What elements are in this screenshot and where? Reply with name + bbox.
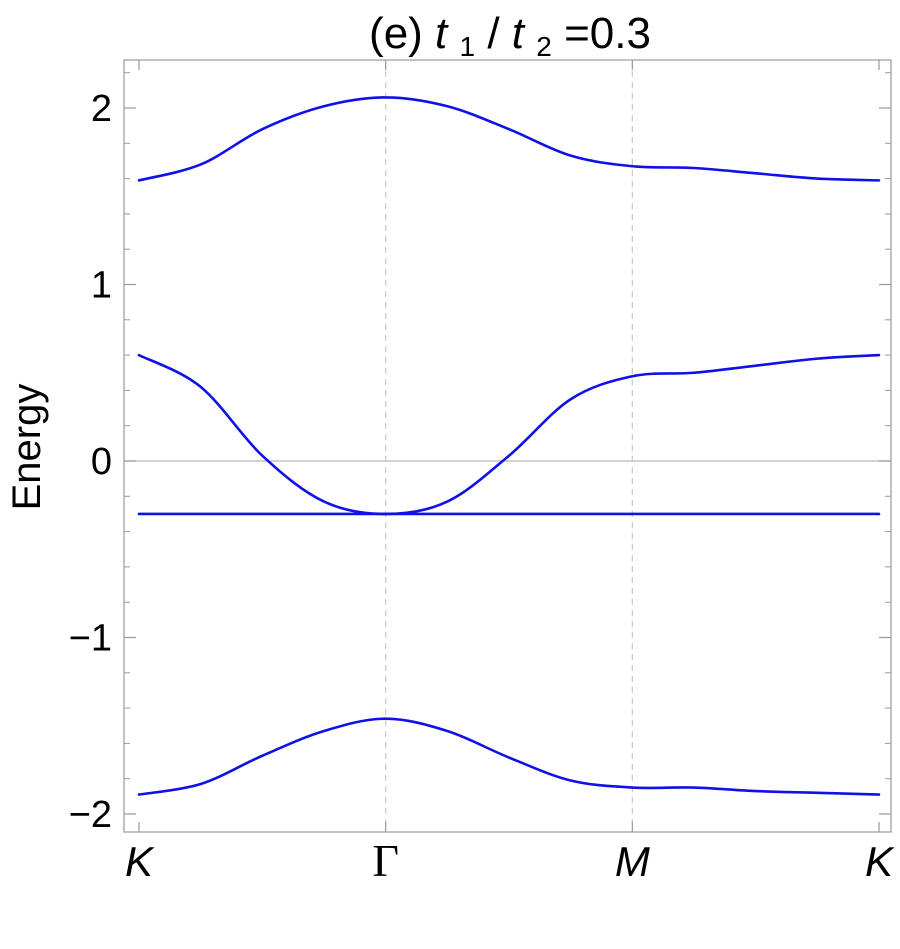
- x-tick-label: M: [615, 838, 650, 885]
- title-prefix: (e): [369, 9, 435, 58]
- tick-layer: [124, 60, 891, 832]
- band-line-4: [137, 717, 881, 796]
- x-tick-label: K: [125, 838, 155, 885]
- title-suffix: =0.3: [564, 9, 651, 58]
- tick-label-layer: −2 −1 0 1 2 K Γ M K: [69, 88, 895, 886]
- plot-frame: [123, 59, 892, 833]
- title-slash: /: [487, 9, 500, 58]
- title-sub2: 2: [536, 31, 552, 62]
- y-tick-label: −1: [69, 618, 112, 660]
- grid-layer: [124, 60, 891, 832]
- band-line-1: [137, 96, 881, 182]
- y-tick-label: 0: [91, 441, 112, 483]
- band-line-2: [137, 353, 881, 516]
- series-layer: [137, 96, 881, 796]
- title-var2: t: [512, 9, 526, 58]
- x-tick-label: Γ: [372, 835, 399, 886]
- chart-title: (e) t 1 / t 2 =0.3: [369, 9, 651, 66]
- y-tick-label: 1: [91, 265, 112, 307]
- x-tick-label: K: [865, 838, 895, 885]
- y-tick-label: −2: [69, 794, 112, 836]
- title-sub1: 1: [460, 31, 476, 62]
- title-var1: t: [435, 9, 449, 58]
- y-axis-label: Energy: [5, 384, 49, 511]
- y-tick-label: 2: [91, 88, 112, 130]
